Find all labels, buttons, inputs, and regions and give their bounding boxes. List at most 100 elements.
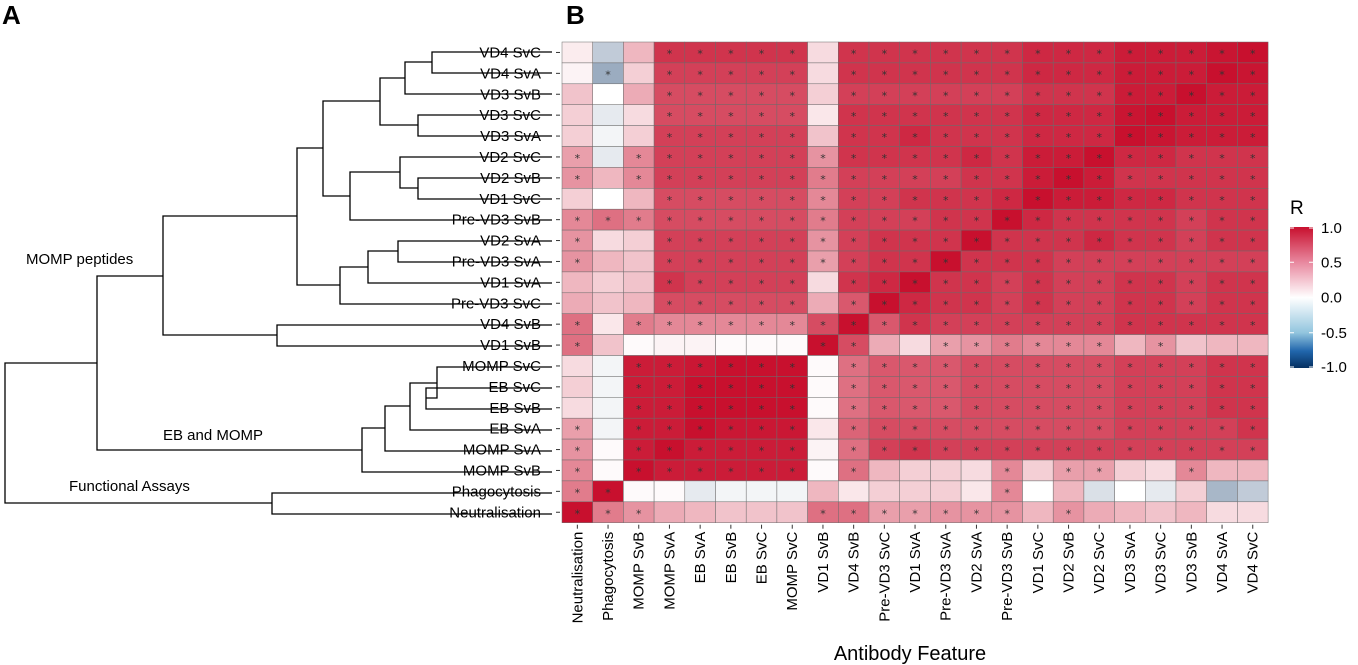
significance-marker: * (636, 382, 642, 395)
significance-marker: * (759, 465, 765, 478)
significance-marker: * (1250, 445, 1256, 458)
significance-marker: * (697, 382, 703, 395)
significance-marker: * (790, 215, 796, 228)
significance-marker: * (697, 319, 703, 332)
heatmap-cell (592, 313, 624, 335)
significance-marker: * (728, 194, 734, 207)
row-labels: VD4 SvC VD4 SvA VD3 SvB VD3 SvC VD3 SvA VD2 S… (449, 44, 541, 521)
significance-marker: * (1035, 131, 1041, 144)
significance-marker: * (575, 340, 581, 353)
significance-marker: * (820, 256, 826, 269)
heatmap-cell (592, 146, 624, 168)
significance-marker: * (1066, 173, 1072, 186)
significance-marker: * (1066, 424, 1072, 437)
significance-marker: * (697, 298, 703, 311)
significance-marker: * (1097, 89, 1103, 102)
significance-marker: * (974, 215, 980, 228)
significance-marker: * (882, 277, 888, 290)
significance-marker: * (1004, 361, 1010, 374)
significance-marker: * (943, 424, 949, 437)
significance-marker: * (575, 256, 581, 269)
significance-marker: * (667, 465, 673, 478)
significance-marker: * (1097, 361, 1103, 374)
significance-marker: * (882, 68, 888, 81)
heatmap-cell (592, 292, 624, 314)
significance-marker: * (882, 507, 888, 520)
significance-marker: * (1066, 68, 1072, 81)
significance-marker: * (759, 319, 765, 332)
significance-marker: * (1158, 152, 1164, 165)
significance-marker: * (1127, 110, 1133, 123)
row-label: MOMP SvB (463, 462, 541, 479)
significance-marker: * (790, 445, 796, 458)
row-label: VD3 SvA (480, 128, 541, 145)
significance-marker: * (1158, 131, 1164, 144)
significance-marker: * (1158, 382, 1164, 395)
significance-marker: * (912, 68, 918, 81)
significance-marker: * (697, 403, 703, 416)
significance-marker: * (1127, 361, 1133, 374)
heatmap-cell (623, 62, 655, 85)
column-label: Phagocytosis (600, 532, 617, 621)
heatmap-cell (776, 334, 808, 356)
significance-marker: * (912, 445, 918, 458)
significance-marker: * (1066, 152, 1072, 165)
significance-marker: * (851, 382, 857, 395)
significance-marker: * (697, 89, 703, 102)
heatmap-cell (838, 480, 870, 503)
heatmap-cell (807, 125, 839, 147)
significance-marker: * (575, 507, 581, 520)
significance-marker: * (1158, 47, 1164, 60)
significance-marker: * (790, 236, 796, 249)
significance-marker: * (1219, 47, 1225, 60)
significance-marker: * (1219, 382, 1225, 395)
significance-marker: * (820, 173, 826, 186)
heatmap-cell (623, 292, 655, 314)
heatmap-significance-markers: * * * * * * * * * * * * * * * * * * * * * * * * * * * * * * * * * * * * * * * *… (575, 47, 1256, 520)
significance-marker: * (1219, 256, 1225, 269)
significance-marker: * (575, 152, 581, 165)
heatmap-cell (776, 501, 808, 523)
column-label: VD4 SvA (1214, 532, 1231, 593)
significance-marker: * (728, 215, 734, 228)
significance-marker: * (820, 319, 826, 332)
significance-marker: * (759, 382, 765, 395)
significance-marker: * (851, 173, 857, 186)
significance-marker: * (636, 403, 642, 416)
significance-marker: * (943, 319, 949, 332)
heatmap-cell (623, 83, 655, 105)
significance-marker: * (636, 465, 642, 478)
significance-marker: * (1219, 424, 1225, 437)
significance-marker: * (912, 236, 918, 249)
significance-marker: * (667, 319, 673, 332)
column-label: VD3 SvA (1122, 532, 1139, 593)
significance-marker: * (882, 89, 888, 102)
significance-marker: * (943, 194, 949, 207)
row-label: VD4 SvC (479, 44, 541, 61)
significance-marker: * (728, 173, 734, 186)
significance-marker: * (943, 47, 949, 60)
significance-marker: * (974, 445, 980, 458)
significance-marker: * (1158, 403, 1164, 416)
heatmap-cell (684, 501, 716, 523)
heatmap-cell (1083, 501, 1115, 523)
significance-marker: * (667, 424, 673, 437)
cluster-label-functional-assays: Functional Assays (69, 478, 190, 495)
significance-marker: * (1219, 445, 1225, 458)
significance-marker: * (974, 47, 980, 60)
significance-marker: * (943, 152, 949, 165)
significance-marker: * (851, 340, 857, 353)
significance-marker: * (1004, 47, 1010, 60)
significance-marker: * (1250, 47, 1256, 60)
significance-marker: * (943, 215, 949, 228)
significance-marker: * (1158, 340, 1164, 353)
heatmap-cell (1206, 334, 1238, 356)
significance-marker: * (1189, 47, 1195, 60)
significance-marker: * (1250, 152, 1256, 165)
heatmap-cell (1206, 501, 1238, 523)
significance-marker: * (1004, 465, 1010, 478)
row-ticks (556, 51, 560, 513)
significance-marker: * (851, 89, 857, 102)
significance-marker: * (728, 277, 734, 290)
significance-marker: * (1066, 277, 1072, 290)
